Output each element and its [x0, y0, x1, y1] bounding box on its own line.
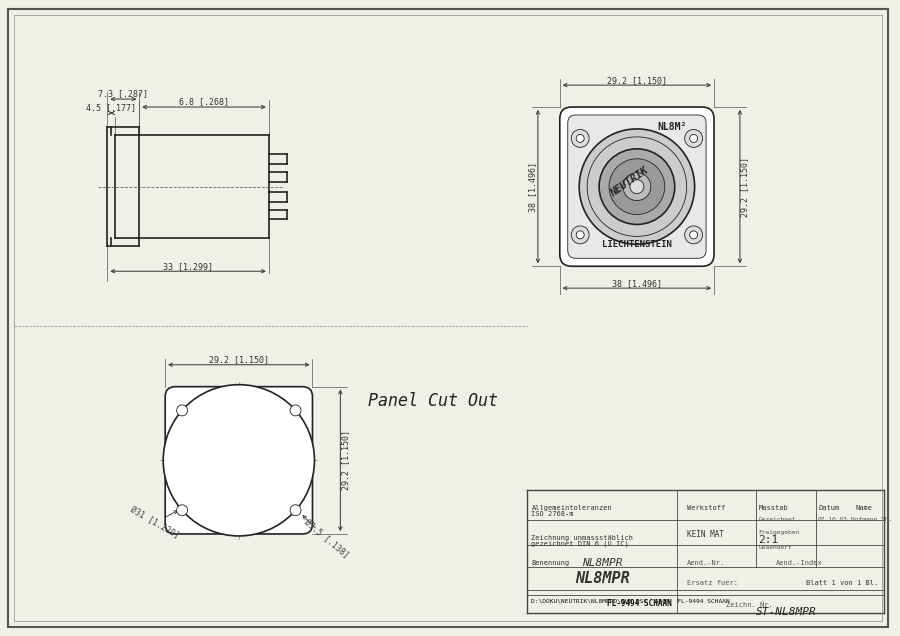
Text: Allgemeintoleranzen: Allgemeintoleranzen	[531, 505, 612, 511]
Text: NL8MPR: NL8MPR	[575, 571, 629, 586]
Circle shape	[630, 180, 644, 193]
Text: ISO 2768-m: ISO 2768-m	[531, 511, 574, 517]
Text: 38 [1.496]: 38 [1.496]	[528, 162, 537, 212]
Circle shape	[580, 129, 695, 244]
Circle shape	[685, 226, 703, 244]
Text: LIECHTENSTEIN: LIECHTENSTEIN	[602, 240, 671, 249]
Circle shape	[623, 173, 651, 200]
Text: gezeichnet DIN 6 (U IC): gezeichnet DIN 6 (U IC)	[531, 541, 629, 548]
Text: Hofmann Th.: Hofmann Th.	[850, 517, 892, 522]
Text: NEUTRIK: NEUTRIK	[608, 165, 650, 198]
Text: 6.8 [.268]: 6.8 [.268]	[179, 97, 229, 107]
Circle shape	[572, 226, 590, 244]
Text: Blatt 1 von 1 Bl.: Blatt 1 von 1 Bl.	[806, 580, 878, 586]
Text: Zeichn. Nr.: Zeichn. Nr.	[726, 602, 773, 607]
Text: Name: Name	[856, 505, 873, 511]
Text: Gezeichnet: Gezeichnet	[759, 517, 796, 522]
Text: Datum: Datum	[818, 505, 840, 511]
Text: 33 [1.299]: 33 [1.299]	[163, 262, 213, 271]
Text: 29.2 [1.150]: 29.2 [1.150]	[209, 356, 269, 364]
Text: 07.10.03: 07.10.03	[818, 517, 848, 522]
FancyBboxPatch shape	[568, 115, 706, 258]
Text: NL8M²: NL8M²	[657, 122, 687, 132]
Text: NL8MPR: NL8MPR	[581, 558, 622, 568]
Text: Zeichnung unmassstäblich: Zeichnung unmassstäblich	[531, 535, 634, 541]
Circle shape	[290, 505, 301, 516]
Text: Ø3.5 [.138]: Ø3.5 [.138]	[302, 518, 350, 560]
Text: 7.3 [.287]: 7.3 [.287]	[98, 90, 148, 99]
Text: ST-NL8MPR: ST-NL8MPR	[756, 607, 816, 616]
Circle shape	[599, 149, 675, 225]
Circle shape	[176, 405, 187, 416]
Circle shape	[576, 231, 584, 239]
FancyBboxPatch shape	[560, 107, 714, 266]
Text: KEIN MAT: KEIN MAT	[687, 530, 724, 539]
Text: 29.2 [1.150]: 29.2 [1.150]	[341, 431, 350, 490]
Text: Geaendert: Geaendert	[759, 545, 792, 550]
Text: Aend.-Index: Aend.-Index	[776, 560, 823, 566]
Text: Benennung: Benennung	[531, 560, 570, 566]
Text: FL-9494 SCHAAN: FL-9494 SCHAAN	[608, 598, 671, 607]
Circle shape	[572, 130, 590, 148]
Circle shape	[689, 231, 698, 239]
Circle shape	[163, 385, 314, 536]
Circle shape	[290, 405, 301, 416]
Text: Freigegeben: Freigegeben	[759, 530, 799, 535]
Text: Aend.-Nr.: Aend.-Nr.	[687, 560, 725, 566]
Text: Panel Cut Out: Panel Cut Out	[368, 392, 499, 410]
FancyBboxPatch shape	[166, 387, 312, 534]
Circle shape	[576, 134, 584, 142]
Circle shape	[609, 159, 665, 214]
Text: 38 [1.496]: 38 [1.496]	[612, 279, 662, 287]
Text: Werkstoff: Werkstoff	[687, 505, 725, 511]
Text: Ersatz fuer:: Ersatz fuer:	[687, 580, 738, 586]
Text: 29.2 [1.150]: 29.2 [1.150]	[607, 76, 667, 85]
Text: 4.5 [.177]: 4.5 [.177]	[86, 104, 137, 113]
Text: D:\DOKU\NEUTRIK\NL8MPRD\NL8.DSC  GROB  FL-9494 SCHAAN: D:\DOKU\NEUTRIK\NL8MPRD\NL8.DSC GROB FL-…	[531, 598, 730, 604]
Text: Masstab: Masstab	[759, 505, 788, 511]
Circle shape	[685, 130, 703, 148]
Text: Ø31 [1.220]: Ø31 [1.220]	[128, 505, 180, 541]
Circle shape	[176, 505, 187, 516]
Circle shape	[689, 134, 698, 142]
Text: 2:1: 2:1	[759, 535, 778, 545]
Text: 29.2 [1.150]: 29.2 [1.150]	[741, 156, 750, 217]
